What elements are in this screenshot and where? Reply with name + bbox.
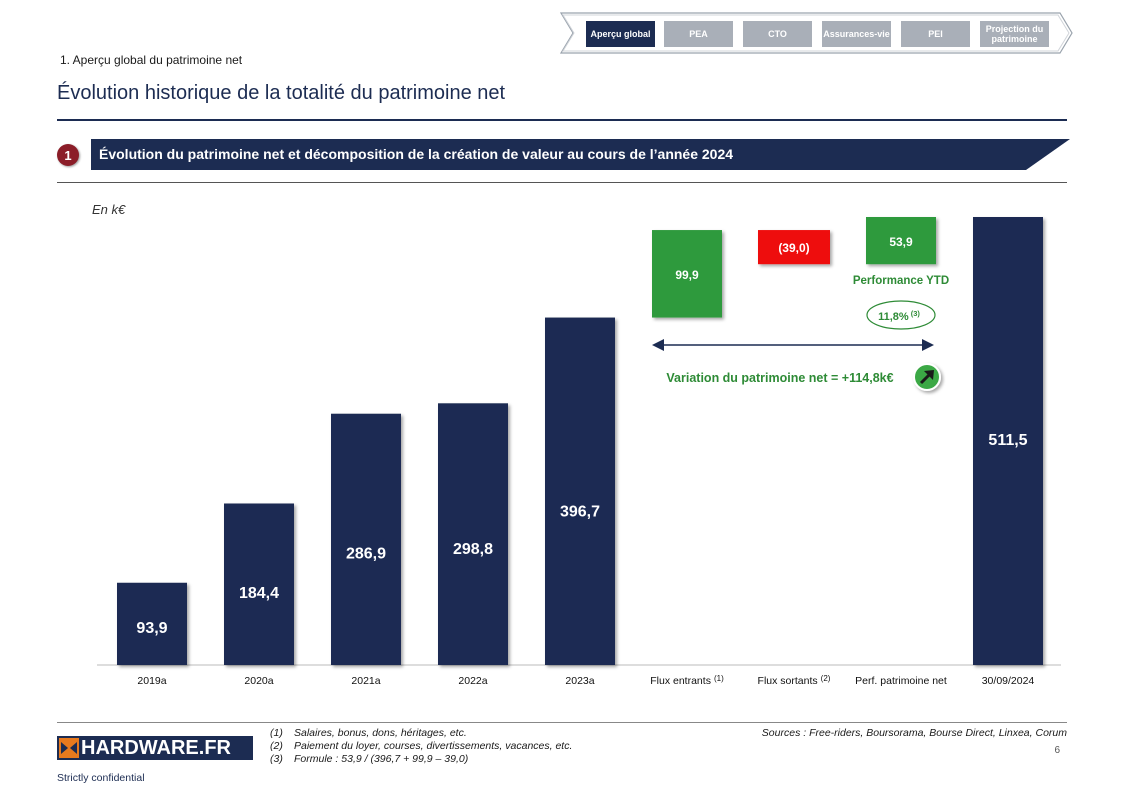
hardware-logo: HARDWARE.FR xyxy=(57,736,253,760)
footer-divider xyxy=(57,722,1067,723)
footnote: (2) Paiement du loyer, courses, divertiss… xyxy=(270,740,573,752)
data-label: 53,9 xyxy=(889,235,913,249)
arrow-up-right-icon xyxy=(913,363,941,391)
bar-flux-sortants xyxy=(758,230,830,265)
unit-label: En k€ xyxy=(92,202,126,217)
bar-perf-patrimoine-net xyxy=(866,217,936,265)
x-tick-label: 2021a xyxy=(351,675,380,687)
x-tick-label: 2023a xyxy=(565,675,594,687)
confidential-label: Strictly confidential xyxy=(57,772,145,784)
logo-mark-icon xyxy=(59,738,79,758)
bar-30-09-2024 xyxy=(973,217,1043,665)
sources-note: Sources : Free-riders, Boursorama, Bours… xyxy=(761,727,1067,739)
tab-pea[interactable]: PEA xyxy=(664,21,733,47)
bar-2021a xyxy=(331,413,401,665)
performance-badge xyxy=(866,300,936,330)
section-title: Évolution du patrimoine net et décomposi… xyxy=(99,146,734,162)
tab-apercu-global[interactable]: Aperçu global xyxy=(586,21,655,47)
data-label: (39,0) xyxy=(778,241,809,255)
data-label: 99,9 xyxy=(675,268,699,282)
page-number: 6 xyxy=(1054,745,1060,756)
section-banner xyxy=(91,139,1070,170)
data-label: 93,9 xyxy=(136,620,167,637)
bar-2019a xyxy=(117,582,187,665)
title-divider xyxy=(57,119,1067,121)
breadcrumb: 1. Aperçu global du patrimoine net xyxy=(60,53,243,67)
tab-pei[interactable]: PEI xyxy=(901,21,970,47)
x-tick-label: 2022a xyxy=(458,675,487,687)
footnote: (1) Salaires, bonus, dons, héritages, etc… xyxy=(270,727,467,739)
x-tick-label: Flux sortants (2) xyxy=(758,674,831,687)
data-label: 511,5 xyxy=(988,432,1027,449)
bar-2023a xyxy=(545,317,615,665)
x-tick-label: Perf. patrimoine net xyxy=(855,675,947,687)
bar-2020a xyxy=(224,503,294,665)
bar-flux-entrants xyxy=(652,230,722,318)
x-tick-label: Flux entrants (1) xyxy=(650,674,724,687)
waterfall-chart: 93,9 184,4 286,9 298,8 396,7 99,9 (39,0) 53,9 51… xyxy=(97,217,1061,687)
x-tick-label: 2019a xyxy=(137,675,166,687)
footnote: (3) Formule : 53,9 / (396,7 + 99,9 – 39,0… xyxy=(270,753,469,765)
data-label: 396,7 xyxy=(560,503,600,520)
footnotes: (1) Salaires, bonus, dons, héritages, etc… xyxy=(270,727,572,766)
data-label: 184,4 xyxy=(239,585,279,602)
x-tick-label: 2020a xyxy=(244,675,273,687)
tab-projection[interactable]: Projection du patrimoine xyxy=(980,21,1049,47)
x-tick-label: 30/09/2024 xyxy=(982,675,1035,687)
page-title: Évolution historique de la totalité du p… xyxy=(57,82,506,104)
tab-assurances-vie[interactable]: Assurances-vie xyxy=(822,21,891,47)
variation-label: Variation du patrimoine net = +114,8k€ xyxy=(666,371,893,385)
section-divider xyxy=(57,182,1067,183)
performance-label: Performance YTD xyxy=(853,275,949,287)
logo-text: HARDWARE.FR xyxy=(81,736,231,759)
section-number-badge: 1 xyxy=(57,144,79,166)
data-label: 298,8 xyxy=(453,541,493,558)
tab-cto[interactable]: CTO xyxy=(743,21,812,47)
data-label: 286,9 xyxy=(346,546,386,563)
bar-2022a xyxy=(438,403,508,665)
